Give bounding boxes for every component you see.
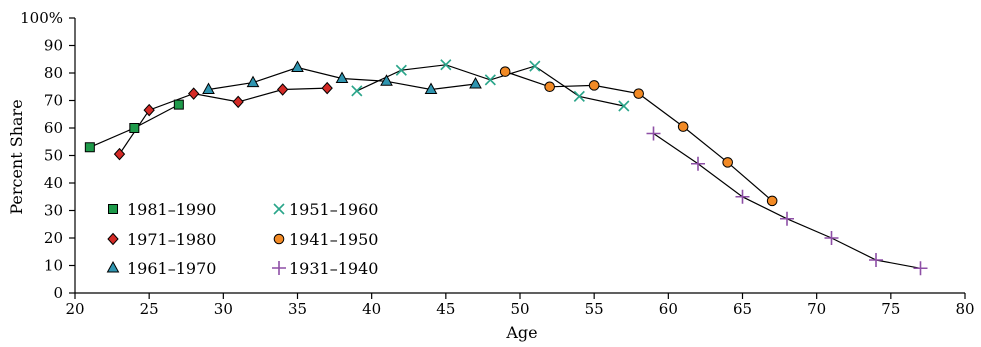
data-point: [691, 156, 705, 171]
data-point: [484, 74, 496, 86]
x-tick-label: 65: [733, 300, 752, 318]
data-point: [573, 90, 585, 102]
data-point: [380, 74, 393, 86]
data-point: [351, 85, 363, 97]
y-tick-label: 50: [44, 147, 63, 165]
legend-marker: [107, 232, 119, 246]
data-point: [84, 142, 95, 153]
series-line-1: [119, 87, 328, 155]
data-point: [913, 261, 928, 276]
x-tick-label: 70: [807, 300, 826, 318]
legend-marker: [272, 261, 286, 275]
legend-label: 1931–1940: [289, 259, 378, 278]
data-point: [129, 123, 140, 133]
legend-marker: [273, 203, 285, 215]
data-point: [766, 195, 778, 207]
y-tick-label: 90: [44, 37, 63, 55]
data-point: [633, 88, 644, 99]
y-tick-label: 0: [53, 284, 63, 302]
data-point: [202, 82, 215, 94]
x-tick-label: 55: [585, 300, 604, 318]
series-line-5: [653, 133, 921, 269]
y-tick-label: 100%: [20, 9, 63, 27]
data-point: [395, 64, 407, 76]
data-point: [824, 231, 839, 245]
axes: 20 25 30 35 40 45 50 55 60 65 70 75 80 0 10 20 30 40 50 60 7…: [20, 9, 974, 318]
x-tick-label: 20: [65, 300, 84, 318]
y-tick-label: 80: [44, 64, 63, 82]
legend-label: 1961–1970: [127, 259, 216, 278]
data-point: [113, 147, 126, 161]
series-markers: [84, 59, 928, 276]
x-tick-label: 75: [881, 300, 900, 318]
data-point: [677, 121, 689, 132]
x-tick-label: 45: [436, 300, 455, 318]
legend-label: 1941–1950: [289, 230, 378, 249]
y-tick-label: 40: [44, 174, 63, 192]
x-tick-label: 25: [140, 300, 159, 318]
y-tick-label: 20: [44, 229, 63, 247]
data-point: [424, 82, 438, 94]
data-point: [869, 253, 883, 267]
x-tick-label: 50: [510, 300, 529, 318]
data-point: [469, 76, 482, 89]
data-point: [246, 75, 260, 88]
legend-label: 1971–1980: [127, 230, 216, 249]
x-tick-label: 60: [659, 300, 678, 318]
legend: 1981–1990 1971–1980 1961–1970 1951–1960 1941…: [106, 200, 378, 278]
x-tick-label: 80: [955, 300, 974, 318]
data-point: [618, 100, 630, 112]
legend-marker: [108, 204, 118, 214]
data-point: [499, 66, 511, 77]
x-tick-label: 35: [288, 300, 307, 318]
y-tick-label: 60: [44, 119, 63, 137]
x-axis-title: Age: [505, 323, 537, 342]
data-point: [646, 126, 661, 141]
data-point: [232, 95, 244, 109]
y-axis-title: Percent Share: [7, 99, 26, 214]
data-point: [440, 59, 452, 71]
legend-marker: [106, 260, 120, 273]
data-point: [173, 99, 184, 110]
legend-label: 1951–1960: [289, 200, 378, 219]
data-point: [321, 81, 333, 95]
data-point: [735, 189, 750, 204]
data-point: [544, 81, 555, 93]
data-point: [780, 211, 794, 226]
legend-label: 1981–1990: [127, 200, 216, 219]
data-point: [187, 87, 200, 100]
data-point: [291, 60, 304, 72]
x-tick-label: 30: [214, 300, 233, 318]
data-point: [143, 103, 155, 117]
data-point: [529, 60, 541, 72]
legend-marker: [273, 233, 285, 245]
y-tick-label: 70: [44, 92, 63, 110]
y-tick-label: 30: [44, 202, 63, 220]
y-tick-label: 10: [44, 257, 63, 275]
data-point: [722, 157, 733, 168]
data-point: [335, 71, 349, 83]
data-point: [276, 83, 289, 96]
x-tick-label: 40: [362, 300, 381, 318]
data-point: [588, 80, 600, 91]
